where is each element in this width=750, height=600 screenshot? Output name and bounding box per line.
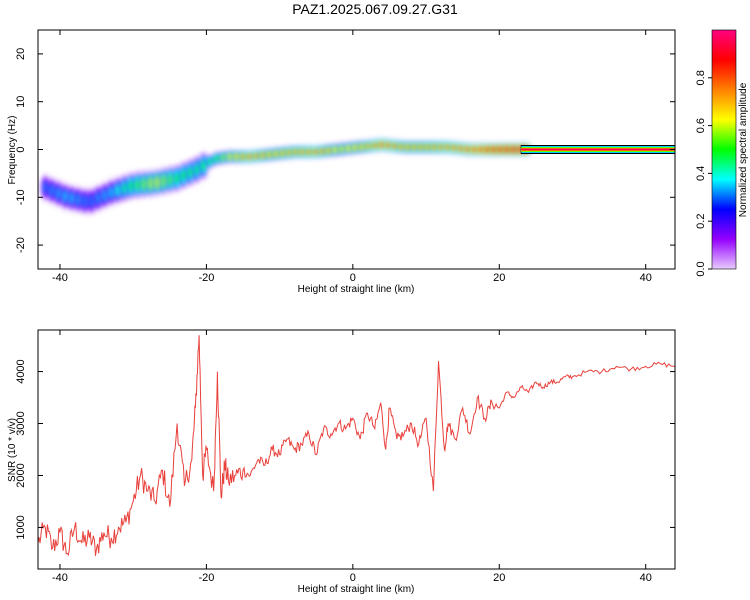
- y-tick-label: 2000: [15, 463, 27, 487]
- y-tick-label: -10: [15, 189, 27, 205]
- y-tick-label: -20: [15, 237, 27, 253]
- colorbar-tick-label: 0.2: [695, 214, 707, 229]
- snr-panel: -40 -20 0 20 40 1000 2000 3000 4000 Height of st…: [7, 329, 676, 595]
- x-tick-label: 40: [640, 272, 652, 284]
- x-tick-label: 0: [350, 272, 356, 284]
- x-tick-label: 0: [350, 572, 356, 584]
- y-tick-label: 20: [15, 48, 27, 60]
- spectrogram-ticks: -40 -20 0 20 40 -20 -10 0 10 20: [15, 30, 675, 284]
- snr-frame: [37, 329, 676, 570]
- spectrogram-panel: -40 -20 0 20 40 -20 -10 0 10 20 Height of straigh…: [7, 29, 676, 295]
- colorbar-frame: [711, 29, 737, 270]
- x-tick-label: -20: [198, 272, 214, 284]
- x-tick-label: 40: [640, 572, 652, 584]
- spectrogram-ylabel: Frequency (Hz): [7, 116, 18, 185]
- colorbar-tick-label: 0.6: [695, 118, 707, 133]
- snr-plot-area: [38, 330, 675, 569]
- spectrogram-blobs: [39, 136, 533, 217]
- colorbar-tick-label: 0.4: [695, 166, 707, 181]
- colorbar-tick-label: 0.8: [695, 70, 707, 85]
- spectrogram-heatmap: [39, 136, 675, 217]
- colorbar-gradient: [712, 30, 736, 269]
- y-tick-label: 0: [15, 146, 27, 152]
- snr-line: [38, 335, 675, 557]
- colorbar-label: Normalized spectral amplitude: [738, 82, 749, 217]
- colorbar-tick-label: 0.0: [695, 261, 707, 276]
- colorbar-ticks: 0.0 0.2 0.4 0.6 0.8: [695, 70, 712, 277]
- y-tick-label: 10: [15, 96, 27, 108]
- x-tick-label: -40: [52, 572, 68, 584]
- x-tick-label: 20: [493, 572, 505, 584]
- snr-ylabel: SNR (10 * v/v): [7, 418, 18, 482]
- band-layer: [521, 148, 675, 151]
- chart-title: PAZ1.2025.067.09.27.G31: [292, 1, 458, 17]
- x-tick-label: -20: [198, 572, 214, 584]
- x-tick-label: -40: [52, 272, 68, 284]
- snr-ticks: -40 -20 0 20 40 1000 2000 3000 4000: [15, 330, 675, 584]
- spectrogram-xlabel: Height of straight line (km): [298, 284, 415, 295]
- colorbar: 0.0 0.2 0.4 0.6 0.8 Normalized spectral ampl…: [695, 29, 749, 277]
- snr-xlabel: Height of straight line (km): [298, 584, 415, 595]
- y-tick-label: 4000: [15, 359, 27, 383]
- y-tick-label: 1000: [15, 515, 27, 539]
- x-tick-label: 20: [493, 272, 505, 284]
- y-tick-label: 3000: [15, 411, 27, 435]
